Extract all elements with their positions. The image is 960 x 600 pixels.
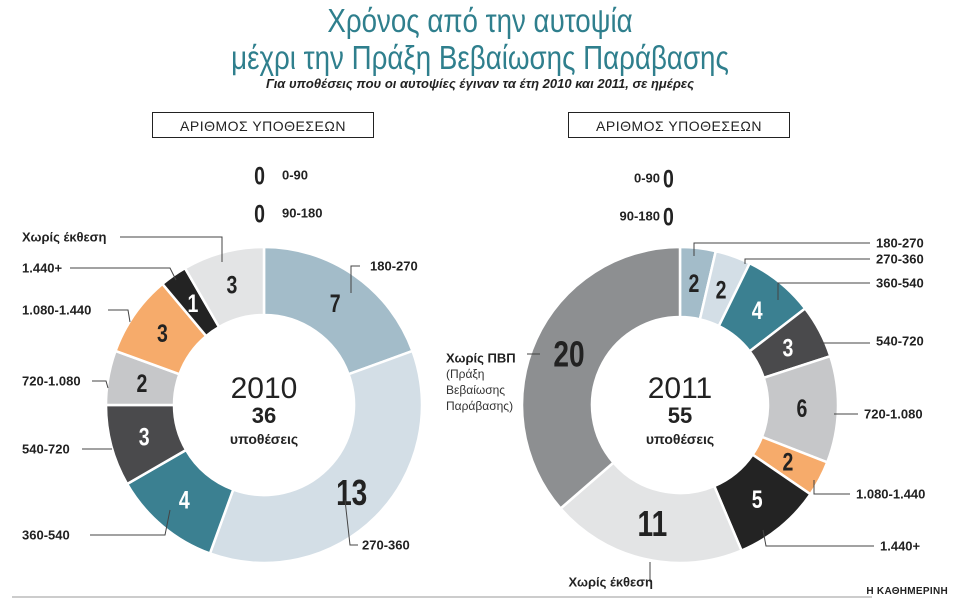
- slice-label-2011-90-180: 90-180: [620, 209, 660, 224]
- slice-value-2011-720-1-080: 6: [797, 395, 808, 423]
- leader-line-2011-1-080-1-440: [813, 480, 850, 495]
- leader-line-2010-1-080-1-440: [108, 309, 131, 323]
- leader-line-2011-270-360: [744, 258, 870, 264]
- slice-value-2011-270-360: 2: [716, 276, 727, 304]
- leader-line-2011-360-540: [777, 282, 870, 300]
- slice-label-2010-720-1-080: 720-1.080: [22, 374, 81, 389]
- slice-label-2011-0-90: 0-90: [634, 171, 660, 186]
- slice-label-2011-720-1-080: 720-1.080: [864, 407, 923, 422]
- slice-value-2011-540-720: 3: [782, 334, 793, 362]
- slice-label-2011-1-080-1-440: 1.080-1.440: [856, 487, 925, 502]
- slice-label-2011-1-440: 1.440+: [880, 539, 921, 554]
- leader-line-2010-720-1-080: [92, 380, 109, 389]
- box-label-2011: ΑΡΙΘΜΟΣ ΥΠΟΘΕΣΕΩΝ: [568, 112, 790, 138]
- chart-title: Χρόνος από την αυτοψία μέχρι την Πράξη Β…: [77, 2, 883, 76]
- center-unit-2010: υποθέσεις: [230, 431, 298, 447]
- chart-subtitle: Για υποθέσεις που οι αυτοψίες έγιναν τα …: [266, 76, 694, 91]
- slice-value-2010-90-180: 0: [254, 200, 265, 228]
- credit: Η ΚΑΘΗΜΕΡΙΝΗ: [866, 586, 948, 597]
- slice-2010-χωρίς-έκθεση: [183, 245, 266, 329]
- donut-2010: 0 0-900 90-1807180-27013270-3604360-540354…: [22, 162, 424, 565]
- center-total-2011: 55: [668, 403, 692, 428]
- slice-sublabel-2011-2: Παράβασης): [446, 399, 513, 413]
- center-year-2011: 2011: [648, 372, 713, 405]
- slice-label-2010-χωρίς-έκθεση: Χωρίς έκθεση: [22, 230, 107, 245]
- slice-value-2010-1-080-1-440: 3: [157, 320, 168, 348]
- slice-label-2010-1-440: 1.440+: [22, 261, 63, 276]
- slice-value-2011-180-270: 2: [688, 270, 699, 298]
- slice-label-2011-270-360: 270-360: [876, 252, 924, 267]
- box-label-2010: ΑΡΙΘΜΟΣ ΥΠΟΘΕΣΕΩΝ: [152, 112, 374, 138]
- center-total-2010: 36: [252, 403, 276, 428]
- slice-label-2011-χωρίς-πβπ: Χωρίς ΠΒΠ: [446, 351, 516, 366]
- leader-line-2011-1-440: [762, 529, 874, 547]
- center-year-2010: 2010: [231, 372, 298, 405]
- slice-2010-180-270: [262, 245, 415, 376]
- slice-value-2011-0-90: 0: [663, 165, 674, 193]
- slice-label-2010-360-540: 360-540: [22, 528, 70, 543]
- leader-line-2010-χωρίς-έκθεση: [120, 236, 223, 262]
- title-line-2: μέχρι την Πράξη Βεβαίωσης Παράβασης: [231, 39, 729, 76]
- slice-label-2010-180-270: 180-270: [370, 259, 418, 274]
- slice-value-2010-180-270: 7: [330, 289, 341, 317]
- slice-value-2011-90-180: 0: [663, 203, 674, 231]
- slice-value-2010-χωρίς-έκθεση: 3: [226, 271, 237, 299]
- slice-value-2010-0-90: 0: [254, 162, 265, 190]
- slice-label-2010-1-080-1-440: 1.080-1.440: [22, 303, 91, 318]
- leader-line-2011-180-270: [693, 242, 870, 256]
- slice-label-2010-270-360: 270-360: [362, 538, 410, 553]
- slice-value-2011-360-540: 4: [752, 297, 763, 325]
- bottom-rule: [12, 596, 872, 598]
- slice-value-2010-540-720: 3: [139, 423, 150, 451]
- slice-value-2010-360-540: 4: [179, 486, 190, 514]
- slice-2011-χωρίς-πβπ: [520, 245, 682, 511]
- slice-label-2011-χωρίς-έκθεση: Χωρίς έκθεση: [569, 575, 654, 590]
- leader-line-2010-1-440: [70, 267, 177, 281]
- title-line-1: Χρόνος από την αυτοψία: [327, 2, 633, 39]
- slice-label-2011-180-270: 180-270: [876, 236, 924, 251]
- slice-label-2011-360-540: 360-540: [876, 276, 924, 291]
- leader-line-2010-270-360: [344, 499, 358, 546]
- slice-label-2011-540-720: 540-720: [876, 334, 924, 349]
- slice-label-2010-0-90: 0-90: [282, 168, 308, 183]
- slice-sublabel-2011-0: (Πράξη: [446, 367, 484, 381]
- slice-value-2011-χωρίς-έκθεση: 11: [638, 504, 668, 544]
- slice-value-2011-χωρίς-πβπ: 20: [553, 334, 584, 374]
- slice-value-2010-720-1-080: 2: [136, 370, 147, 398]
- slice-value-2010-270-360: 13: [336, 473, 367, 513]
- slice-sublabel-2011-1: Βεβαίωσης: [446, 383, 505, 397]
- slice-value-2011-1-440: 5: [752, 486, 763, 514]
- slice-value-2011-1-080-1-440: 2: [782, 448, 793, 476]
- leader-line-2010-180-270: [350, 265, 360, 293]
- slice-label-2010-90-180: 90-180: [282, 206, 322, 221]
- slice-2010-270-360: [208, 349, 424, 565]
- slice-label-2010-540-720: 540-720: [22, 442, 70, 457]
- center-unit-2011: υποθέσεις: [646, 431, 714, 447]
- leader-line-2010-360-540: [90, 509, 171, 536]
- slice-value-2010-1-440: 1: [187, 289, 198, 317]
